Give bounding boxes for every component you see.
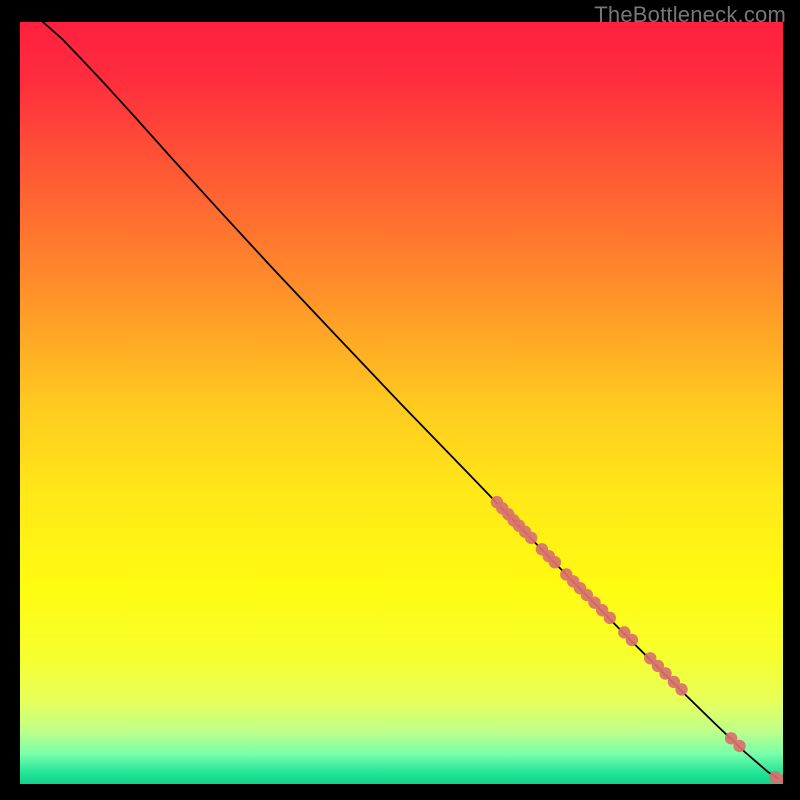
- chart-plot-area: [20, 22, 783, 784]
- scatter-point: [549, 556, 561, 568]
- scatter-point: [525, 532, 537, 544]
- scatter-point: [604, 612, 616, 624]
- chart-svg: [20, 22, 783, 784]
- scatter-point: [675, 683, 687, 695]
- scatter-point: [626, 634, 638, 646]
- chart-container: { "watermark": { "text": "TheBottleneck.…: [0, 0, 800, 800]
- scatter-point: [733, 740, 745, 752]
